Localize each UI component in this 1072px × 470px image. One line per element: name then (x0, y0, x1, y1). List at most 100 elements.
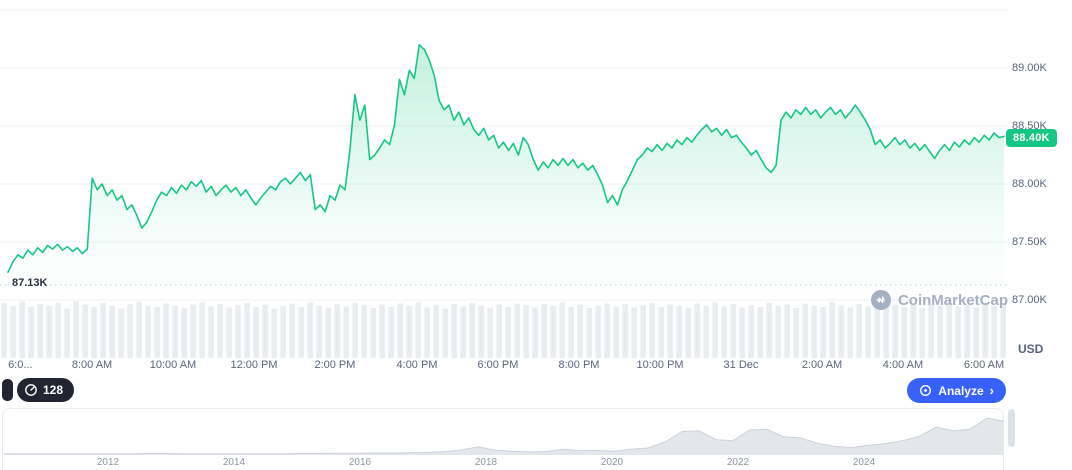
volume-bar (451, 304, 457, 358)
volume-bar (415, 302, 421, 358)
volume-bar (190, 304, 196, 358)
volume-bar (685, 308, 691, 358)
mini-year-label: 2018 (474, 457, 498, 468)
x-tick-label: 6:00 AM (963, 359, 1005, 371)
analyze-button[interactable]: Analyze › (907, 378, 1006, 403)
volume-bar (226, 307, 232, 358)
volume-bar (1, 302, 7, 358)
volume-bar (991, 305, 997, 358)
volume-bar (55, 302, 61, 358)
analyze-label: Analyze (938, 383, 984, 398)
volume-bar (325, 307, 331, 358)
x-tick-label: 8:00 AM (71, 359, 113, 371)
x-tick-label: 10:00 PM (636, 359, 684, 371)
x-tick-label: 2:00 AM (801, 359, 843, 371)
volume-bar (622, 304, 628, 358)
mini-year-label: 2012 (96, 457, 120, 468)
volume-bar (442, 308, 448, 358)
volume-bar (928, 304, 934, 358)
chevron-right-icon: › (989, 383, 994, 398)
mini-year-label: 2020 (600, 457, 624, 468)
volume-bar (874, 302, 880, 358)
y-axis-label: 87.00K (1012, 294, 1047, 306)
main-chart-canvas[interactable] (0, 0, 1008, 358)
volume-bar (496, 304, 502, 358)
volume-bar (343, 306, 349, 358)
x-tick-label: 6:0... (8, 359, 33, 371)
volume-bar (757, 307, 763, 358)
x-tick-label: 2:00 PM (314, 359, 356, 371)
volume-bar (487, 308, 493, 358)
x-tick-label: 4:00 PM (396, 359, 438, 371)
y-axis-label: 89.00K (1012, 62, 1047, 74)
volume-bar (541, 304, 547, 358)
x-tick-label: 12:00 PM (230, 359, 278, 371)
analyze-icon (919, 384, 932, 397)
volume-bar (631, 307, 637, 358)
volume-bar (865, 306, 871, 358)
range-selector-chart[interactable] (4, 409, 1004, 455)
volume-bar (721, 306, 727, 358)
mini-year-label: 2016 (348, 457, 372, 468)
volume-bar (613, 306, 619, 358)
coinmarketcap-logo-icon (870, 290, 891, 310)
volume-bar (532, 307, 538, 358)
y-axis-label: 88.00K (1012, 178, 1047, 190)
volume-bar (955, 306, 961, 358)
volume-bar (289, 303, 295, 358)
volume-bar (217, 304, 223, 358)
volume-bar (334, 304, 340, 358)
volume-bar (577, 304, 583, 358)
volume-bar (595, 305, 601, 358)
mini-year-label: 2024 (852, 457, 876, 468)
chart-tool-button[interactable] (2, 379, 13, 401)
volume-bar (478, 305, 484, 358)
volume-bar (910, 303, 916, 358)
volume-bar (604, 303, 610, 358)
volume-bar (181, 308, 187, 358)
gauge-icon (24, 383, 38, 397)
volume-bar (649, 302, 655, 358)
volume-bar (712, 302, 718, 358)
volume-bar (568, 307, 574, 358)
volume-bar (811, 305, 817, 358)
range-selector-card[interactable]: 2012 2014 2016 2018 2020 2022 2024 (2, 408, 1004, 470)
mini-chart-scroll-handle[interactable] (1008, 409, 1015, 447)
volume-bar (10, 305, 16, 358)
volume-bar (163, 303, 169, 358)
volume-bar (64, 308, 70, 358)
x-tick-label: 10:00 AM (149, 359, 197, 371)
volume-bar (802, 303, 808, 358)
current-price-badge: 88.40K (1006, 128, 1057, 147)
volume-bar (847, 307, 853, 358)
volume-bar (703, 305, 709, 358)
volume-bar (946, 302, 952, 358)
watermark: CoinMarketCap (870, 290, 1008, 310)
volume-bar (523, 305, 529, 358)
volume-bar (37, 304, 43, 358)
volume-bar (1000, 302, 1006, 358)
volume-bar (829, 302, 835, 358)
volume-bar (433, 305, 439, 358)
volume-bar (892, 304, 898, 358)
range-selector-years: 2012 2014 2016 2018 2020 2022 2024 (4, 457, 1003, 470)
volume-bar (379, 304, 385, 358)
volume-bar (46, 305, 52, 358)
volume-bar (154, 307, 160, 358)
x-tick-label: 6:00 PM (477, 359, 519, 371)
volume-bar (352, 302, 358, 358)
volume-bar (199, 302, 205, 358)
volume-bar (793, 308, 799, 358)
volume-bar (298, 307, 304, 358)
volume-bar (172, 305, 178, 358)
volume-bar (406, 305, 412, 358)
gauge-score-badge[interactable]: 128 (17, 378, 75, 402)
volume-bar (145, 305, 151, 358)
volume-bar (127, 304, 133, 358)
volume-bar (91, 307, 97, 358)
gauge-score-value: 128 (43, 383, 64, 397)
volume-bar (19, 301, 25, 358)
volume-bar (397, 303, 403, 358)
volume-bar (28, 307, 34, 358)
